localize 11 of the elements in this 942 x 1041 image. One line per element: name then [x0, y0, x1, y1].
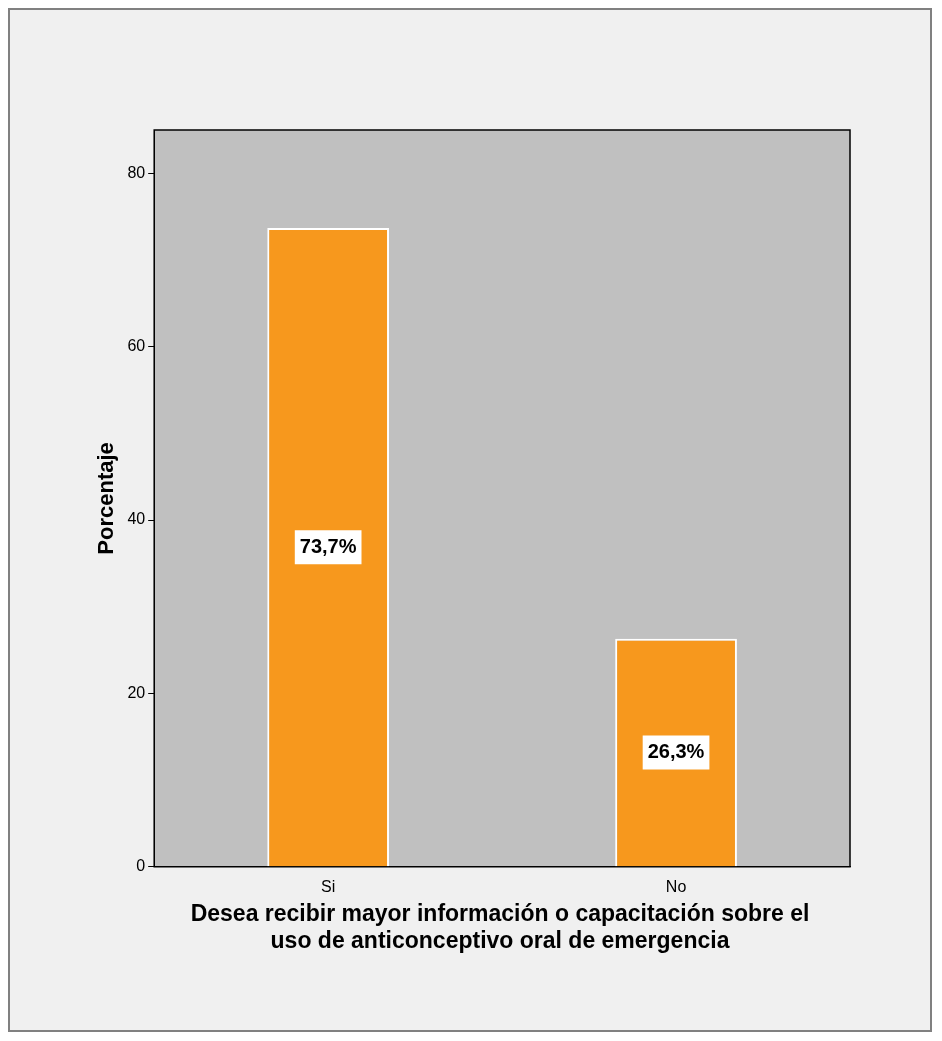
- y-axis-title: Porcentaje: [93, 442, 119, 555]
- y-tick-label: 40: [127, 510, 146, 528]
- data-label: 73,7%: [299, 534, 357, 557]
- y-tick-label: 60: [127, 337, 146, 355]
- y-tick-label: 20: [127, 683, 146, 701]
- y-tick-label: 0: [136, 857, 146, 875]
- data-label: 26,3%: [647, 740, 705, 763]
- x-tick-label: Si: [321, 877, 336, 895]
- y-tick-label: 80: [127, 163, 146, 181]
- x-tick-label: No: [665, 877, 687, 895]
- x-axis-title: Desea recibir mayor información o capacitación sobre el uso de anticonceptivo oral de emergencia: [189, 900, 811, 954]
